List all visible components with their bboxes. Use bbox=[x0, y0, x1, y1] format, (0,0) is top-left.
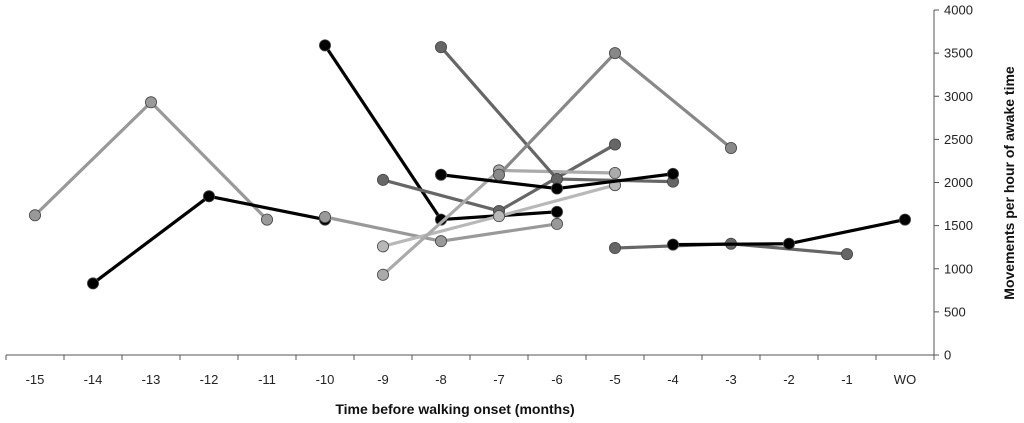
y-tick-label: 4000 bbox=[944, 3, 973, 18]
series-11 bbox=[609, 237, 854, 261]
x-tick-label: -15 bbox=[26, 372, 45, 387]
y-tick-label: 500 bbox=[944, 304, 966, 319]
series-9 bbox=[434, 167, 680, 195]
series-line bbox=[323, 44, 558, 222]
x-tick-label: -6 bbox=[551, 372, 563, 387]
series-4 bbox=[318, 39, 564, 226]
data-point bbox=[841, 248, 854, 261]
x-tick-label: -2 bbox=[783, 372, 795, 387]
data-point bbox=[609, 47, 622, 60]
data-point bbox=[202, 190, 215, 203]
data-point bbox=[725, 141, 738, 154]
data-point bbox=[144, 96, 157, 109]
data-point bbox=[899, 213, 912, 226]
series-line bbox=[92, 194, 326, 285]
x-tick-label: -1 bbox=[841, 372, 853, 387]
data-point bbox=[492, 168, 505, 181]
data-point bbox=[318, 39, 331, 52]
data-point bbox=[318, 210, 331, 223]
x-tick-label: -4 bbox=[667, 372, 679, 387]
series-3 bbox=[318, 210, 564, 248]
y-tick-label: 3000 bbox=[944, 89, 973, 104]
x-tick-label: -3 bbox=[725, 372, 737, 387]
data-point bbox=[551, 182, 564, 195]
series-12 bbox=[667, 213, 912, 251]
data-point bbox=[434, 168, 447, 181]
series-layer bbox=[28, 39, 912, 290]
data-point bbox=[667, 167, 680, 180]
axes: -15 -14 -13 -12 -11 -10 -9 -8 -7 -6 -5 -4 -3 -2 -1 WO 0 5… bbox=[5, 3, 973, 387]
y-axis-title: Movements per hour of awake time bbox=[1001, 66, 1017, 300]
x-tick-label: -7 bbox=[493, 372, 505, 387]
data-point bbox=[783, 237, 796, 250]
data-point bbox=[28, 209, 41, 222]
x-tick-label: -9 bbox=[377, 372, 389, 387]
data-point bbox=[667, 238, 680, 251]
labels: Time before walking onset (months) Movem… bbox=[335, 66, 1017, 417]
series-1 bbox=[28, 96, 273, 226]
series-6 bbox=[376, 179, 622, 253]
series-2 bbox=[87, 190, 331, 290]
data-point bbox=[376, 240, 389, 253]
y-tick-label: 2000 bbox=[944, 175, 973, 190]
x-tick-label: -8 bbox=[435, 372, 447, 387]
y-tick-label: 1500 bbox=[944, 218, 973, 233]
x-tick-label: -12 bbox=[200, 372, 219, 387]
series-line bbox=[497, 51, 733, 176]
data-point bbox=[609, 138, 622, 151]
x-tick-label: -14 bbox=[84, 372, 103, 387]
x-tick-label: -13 bbox=[142, 372, 161, 387]
data-point bbox=[609, 167, 622, 180]
data-point bbox=[551, 205, 564, 218]
data-point bbox=[492, 210, 505, 223]
data-point bbox=[609, 242, 622, 255]
data-point bbox=[376, 268, 389, 281]
y-tick-label: 3500 bbox=[944, 46, 973, 61]
data-point bbox=[434, 235, 447, 248]
data-point bbox=[376, 173, 389, 186]
x-tick-label: -11 bbox=[258, 372, 276, 387]
x-tick-label: WO bbox=[894, 372, 916, 387]
x-tick-label: -5 bbox=[609, 372, 621, 387]
x-axis-title: Time before walking onset (months) bbox=[335, 401, 574, 417]
x-tick-label: -10 bbox=[316, 372, 335, 387]
data-point bbox=[87, 277, 100, 290]
data-point bbox=[434, 41, 447, 54]
y-tick-label: 1000 bbox=[944, 261, 973, 276]
data-point bbox=[551, 217, 564, 230]
y-tick-label: 2500 bbox=[944, 132, 973, 147]
data-point bbox=[260, 213, 273, 226]
y-tick-label: 0 bbox=[944, 348, 951, 363]
series-10 bbox=[492, 47, 738, 181]
